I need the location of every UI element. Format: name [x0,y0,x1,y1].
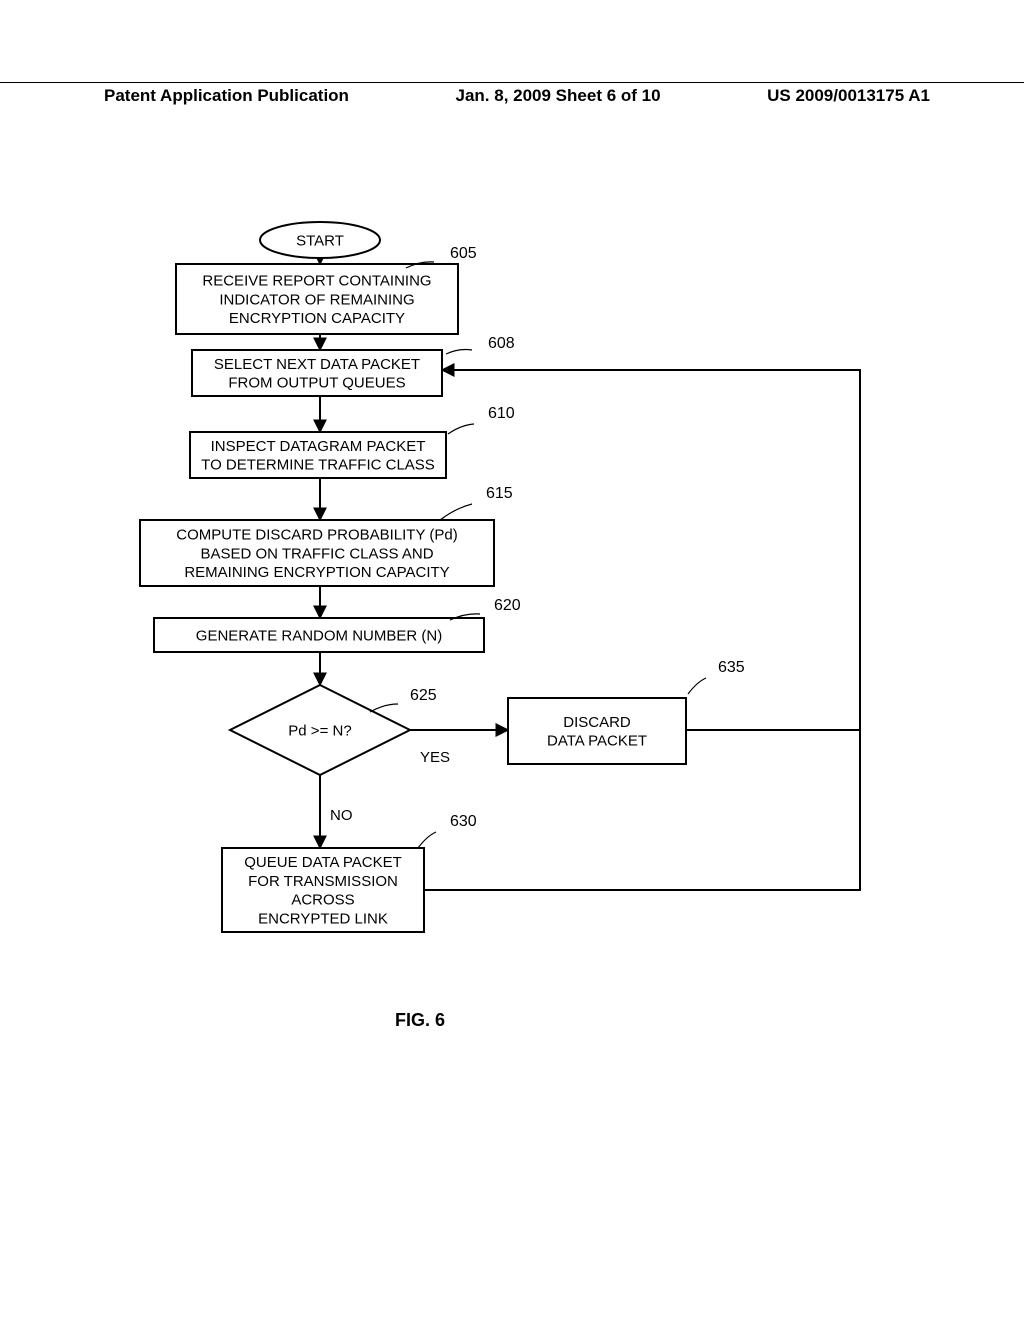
node-text: TO DETERMINE TRAFFIC CLASS [201,457,435,474]
leader-line [688,678,706,694]
node-text: ENCRYPTION CAPACITY [229,310,405,327]
ref-label: 625 [410,687,437,704]
edge [424,370,860,890]
edge-label: NO [330,807,353,824]
ref-label: 608 [488,335,515,352]
edge [442,370,860,730]
node-n630: QUEUE DATA PACKET FOR TRANSMISSION ACROSSE… [222,813,477,932]
leader-line [440,504,472,520]
node-text: Pd >= N? [288,722,351,739]
ref-label: 615 [486,485,513,502]
node-text: QUEUE DATA PACKET [244,854,402,871]
node-text: START [296,232,344,249]
node-text: FROM OUTPUT QUEUES [228,375,405,392]
node-n610: INSPECT DATAGRAM PACKET TO DETERMINE TRAF… [190,405,515,478]
node-text: FOR TRANSMISSION [248,873,398,890]
leader-line [446,350,472,355]
node-text: DISCARD [563,714,631,731]
node-n635: DISCARD DATA PACKET 635 [508,659,745,764]
flowchart-svg: YES NO START RECEIVE REPORT CONTAININGINDIC… [0,0,1024,1320]
nodes-group: START RECEIVE REPORT CONTAININGINDICATOR … [140,222,745,932]
leader-line [418,832,436,848]
node-text: INSPECT DATAGRAM PACKET [211,438,426,455]
figure-caption: FIG. 6 [395,1010,445,1031]
node-text: DATA PACKET [547,733,647,750]
leader-line [448,424,474,434]
ref-label: 620 [494,597,521,614]
node-text: INDICATOR OF REMAINING [219,291,414,308]
node-n615: COMPUTE DISCARD PROBABILITY (Pd)BASED ON… [140,485,513,586]
leader-line [370,704,398,712]
node-text: COMPUTE DISCARD PROBABILITY (Pd) [176,527,457,544]
node-n625: Pd >= N? 625 [230,685,437,775]
node-text: REMAINING ENCRYPTION CAPACITY [184,564,449,581]
node-text: ENCRYPTED LINK [258,910,388,927]
node-n620: GENERATE RANDOM NUMBER (N) 620 [154,597,521,652]
node-start: START [260,222,380,258]
ref-label: 635 [718,659,745,676]
ref-label: 630 [450,813,477,830]
node-n608: SELECT NEXT DATA PACKET FROM OUTPUT QUEUE… [192,335,515,396]
node-text: ACROSS [291,892,354,909]
node-text: BASED ON TRAFFIC CLASS AND [200,545,433,562]
node-text: SELECT NEXT DATA PACKET [214,356,420,373]
ref-label: 610 [488,405,515,422]
edge-label: YES [420,749,450,766]
node-text: RECEIVE REPORT CONTAINING [202,273,431,290]
page: Patent Application Publication Jan. 8, 2… [0,0,1024,1320]
ref-label: 605 [450,245,477,262]
node-text: GENERATE RANDOM NUMBER (N) [196,627,442,644]
